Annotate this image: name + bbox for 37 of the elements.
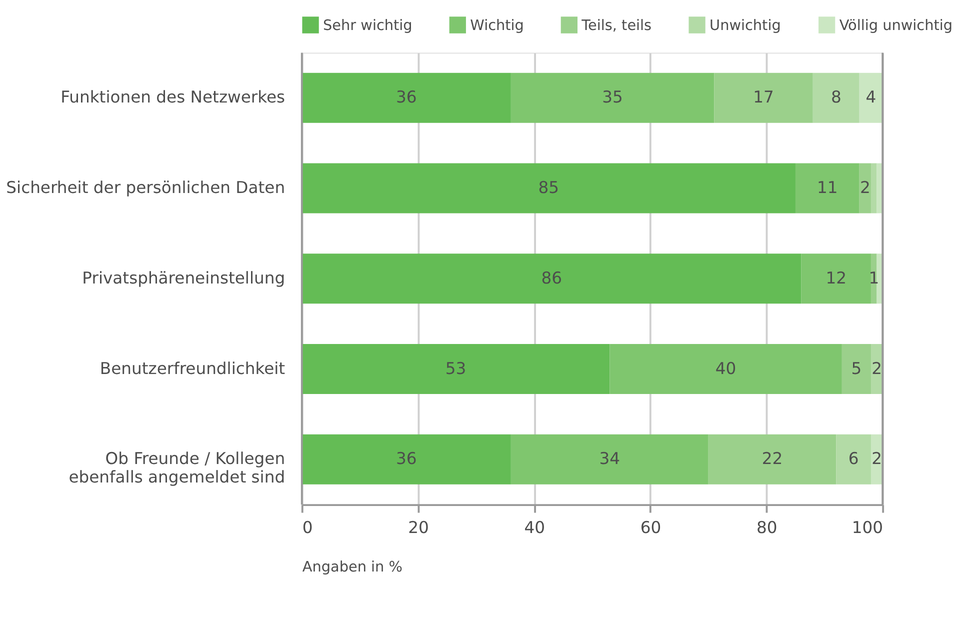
data-label: 4 [866, 88, 876, 107]
legend-label: Wichtig [470, 18, 524, 34]
data-label: 22 [762, 449, 783, 468]
x-tick-label: 40 [524, 518, 546, 537]
y-tick-label: Sicherheit der persönlichen Daten [6, 178, 286, 198]
data-label: 12 [826, 268, 847, 288]
data-label: 36 [396, 449, 417, 468]
data-label: 34 [599, 449, 620, 468]
data-label: 85 [538, 178, 560, 198]
x-tick-label: 60 [640, 518, 662, 537]
x-axis-title: Angaben in % [302, 559, 402, 576]
x-tick-label: 20 [408, 518, 429, 537]
legend-label: Völlig unwichtig [839, 18, 953, 34]
data-label: 2 [860, 178, 870, 198]
x-tick-label: 0 [302, 518, 313, 537]
data-label: 5 [851, 358, 862, 378]
data-label: 53 [445, 358, 466, 378]
data-label: 2 [872, 449, 882, 468]
y-tick-label: Privatsphäreneinstellung [82, 268, 286, 288]
legend-label: Sehr wichtig [323, 18, 412, 34]
x-tick-label: 80 [756, 518, 778, 537]
y-tick-label: Funktionen des Netzwerkes [60, 88, 286, 107]
data-label: 17 [753, 88, 774, 107]
data-label: 40 [715, 358, 736, 378]
data-label: 6 [848, 449, 859, 468]
legend-label: Unwichtig [710, 18, 781, 34]
data-label: 1 [868, 268, 880, 288]
y-tick-label: Ob Freunde / Kollegen ebenfalls angemeldet sind [68, 449, 286, 486]
y-tick-label: Benutzerfreundlichkeit [100, 358, 286, 378]
data-label: 35 [602, 88, 623, 107]
data-label: 8 [830, 88, 842, 107]
x-tick-label: 100 [852, 518, 884, 537]
data-label: 11 [817, 178, 838, 198]
data-label: 86 [541, 268, 562, 288]
data-label: 2 [872, 358, 882, 378]
data-label: 36 [396, 88, 417, 107]
legend-label: Teils, teils [580, 18, 652, 34]
